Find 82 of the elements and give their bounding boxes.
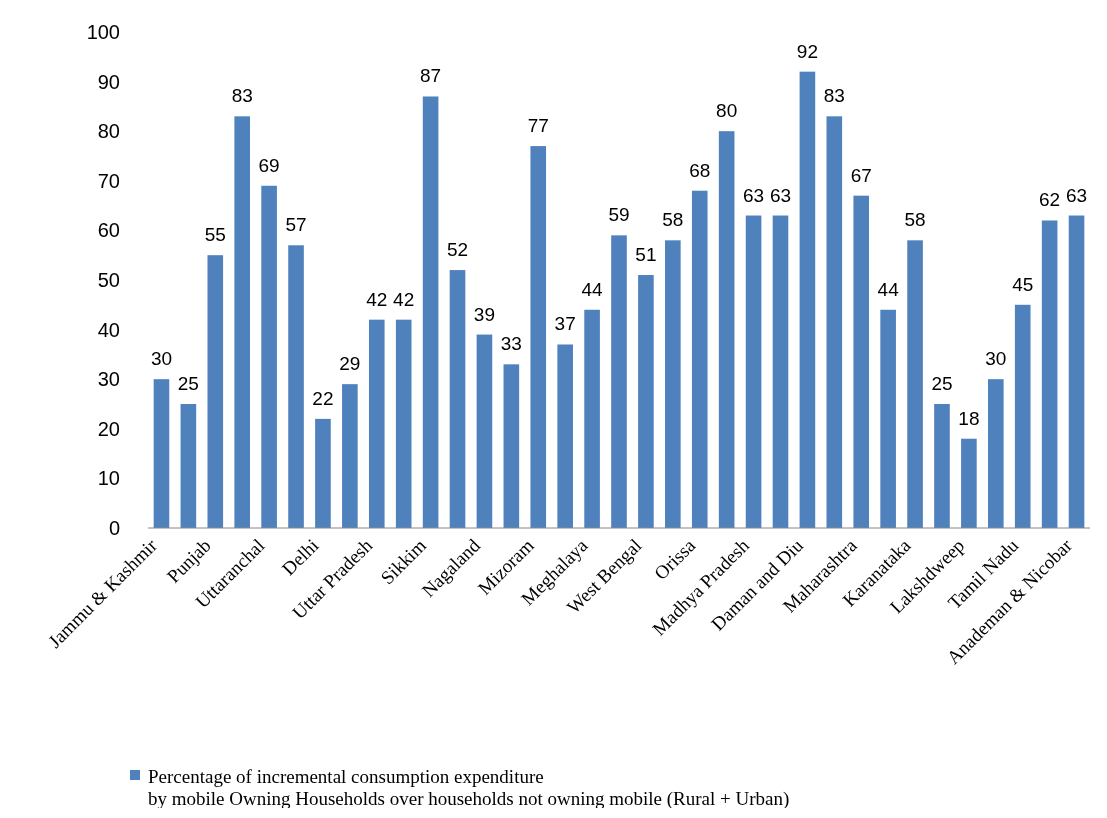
bar xyxy=(234,116,251,528)
y-tick-label: 30 xyxy=(97,368,120,391)
y-tick-label: 70 xyxy=(97,169,120,192)
data-label: 87 xyxy=(420,65,442,87)
bar xyxy=(638,275,654,528)
data-label: 22 xyxy=(312,387,334,409)
bar xyxy=(395,319,412,528)
bar xyxy=(772,215,789,528)
data-label: 39 xyxy=(473,303,495,325)
data-label: 30 xyxy=(985,348,1007,370)
data-label: 44 xyxy=(581,278,604,300)
bar xyxy=(261,185,277,528)
bar xyxy=(449,270,466,528)
y-tick-label: 100 xyxy=(86,21,120,43)
bar xyxy=(557,344,573,528)
data-label: 45 xyxy=(1012,273,1034,295)
data-label: 33 xyxy=(500,333,522,355)
bar xyxy=(315,418,331,528)
bar xyxy=(880,309,896,528)
y-tick-label: 10 xyxy=(97,467,120,490)
bar xyxy=(961,438,977,528)
bar xyxy=(422,96,439,528)
bar xyxy=(153,379,170,528)
data-label: 42 xyxy=(393,288,415,310)
data-label: 52 xyxy=(446,239,469,261)
y-tick-label: 80 xyxy=(97,120,120,143)
bar xyxy=(665,240,681,528)
bar xyxy=(826,116,843,528)
bar xyxy=(907,240,923,528)
bar xyxy=(342,384,358,528)
data-label: 42 xyxy=(366,288,388,310)
y-tick-label: 20 xyxy=(97,417,120,440)
data-label: 25 xyxy=(177,373,199,394)
data-label: 83 xyxy=(231,85,253,107)
bar xyxy=(934,404,950,528)
bar xyxy=(1014,304,1031,528)
data-label: 92 xyxy=(796,40,818,62)
bar xyxy=(584,309,600,528)
bar xyxy=(691,190,708,528)
data-label: 55 xyxy=(204,224,226,246)
bar xyxy=(853,195,870,528)
bar xyxy=(745,215,762,528)
legend-label: Percentage of incremental consumption expenditure by mobile Owning Households over households not owning mobile (Rural + Urban) xyxy=(148,765,790,810)
bar xyxy=(180,404,197,528)
bar xyxy=(611,235,627,528)
bar xyxy=(207,255,224,528)
data-label: 30 xyxy=(150,348,173,370)
data-label: 18 xyxy=(958,407,980,429)
bar xyxy=(503,364,520,528)
bar xyxy=(799,71,816,528)
y-tick-label: 50 xyxy=(97,269,120,291)
data-label: 51 xyxy=(635,244,657,266)
data-label: 63 xyxy=(743,184,765,206)
data-label: 68 xyxy=(689,159,711,181)
y-tick-label: 60 xyxy=(97,219,120,242)
bar xyxy=(718,131,735,528)
data-label: 59 xyxy=(608,204,630,226)
data-label: 80 xyxy=(716,100,738,122)
data-label: 63 xyxy=(769,184,792,206)
y-tick-label: 40 xyxy=(97,318,120,341)
data-label: 57 xyxy=(285,214,307,236)
y-tick-label: 0 xyxy=(108,517,120,539)
data-label: 63 xyxy=(1065,184,1088,206)
data-label: 29 xyxy=(339,353,361,375)
data-label: 83 xyxy=(823,85,845,107)
bar xyxy=(988,379,1004,528)
y-tick-label: 90 xyxy=(97,70,120,93)
data-label: 69 xyxy=(258,154,280,176)
data-label: 58 xyxy=(662,209,684,231)
data-label: 62 xyxy=(1039,189,1061,211)
data-label: 37 xyxy=(554,313,576,335)
bar xyxy=(476,334,493,528)
bar xyxy=(1068,215,1085,528)
bar xyxy=(1041,220,1058,528)
data-label: 44 xyxy=(877,278,900,300)
data-label: 77 xyxy=(527,115,549,137)
data-label: 67 xyxy=(850,164,872,186)
data-label: 58 xyxy=(904,209,926,231)
bar xyxy=(288,245,304,528)
bar xyxy=(530,146,547,528)
data-label: 25 xyxy=(931,373,953,394)
bar xyxy=(368,319,385,528)
